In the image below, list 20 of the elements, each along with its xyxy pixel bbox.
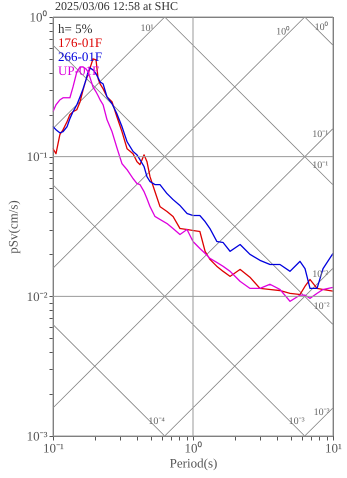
y-tick-label: 10⁰ [30,10,48,24]
chart-title: 2025/03/06 12:58 at SHC [55,0,178,13]
series-label: 266-01F [58,49,102,64]
y-axis-title: pSv(cm/s) [6,200,21,254]
y-tick-label: 10⁻² [26,288,48,304]
annotation: 10⁻² [314,301,330,312]
x-tick-label: 10⁻¹ [43,440,64,456]
y-tick-label: 10⁻¹ [26,149,48,164]
annotation: 10⁻³ [288,416,305,428]
x-tick-label: 10¹ [325,440,342,456]
annotation: 10⁻¹ [312,129,328,140]
annotation: 10¹ [140,22,154,34]
annotation: 10⁰ [314,20,329,33]
series-label: 176-01F [58,35,102,50]
annotation: h= 5% [58,21,93,36]
x-tick-label: 10⁰ [184,440,202,456]
y-tick-label: 10⁻³ [26,428,48,444]
annotation: 10⁰ [276,26,290,38]
annotation: 10⁻¹ [312,160,328,172]
x-axis-title: Period(s) [170,456,218,470]
